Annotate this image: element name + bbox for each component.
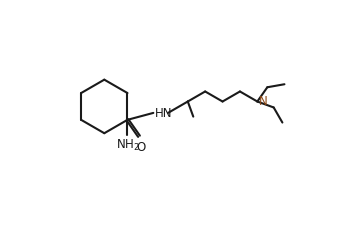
Text: NH$_2$: NH$_2$ (116, 137, 140, 152)
Text: O: O (137, 140, 146, 153)
Text: HN: HN (155, 107, 172, 120)
Text: N: N (259, 94, 267, 108)
